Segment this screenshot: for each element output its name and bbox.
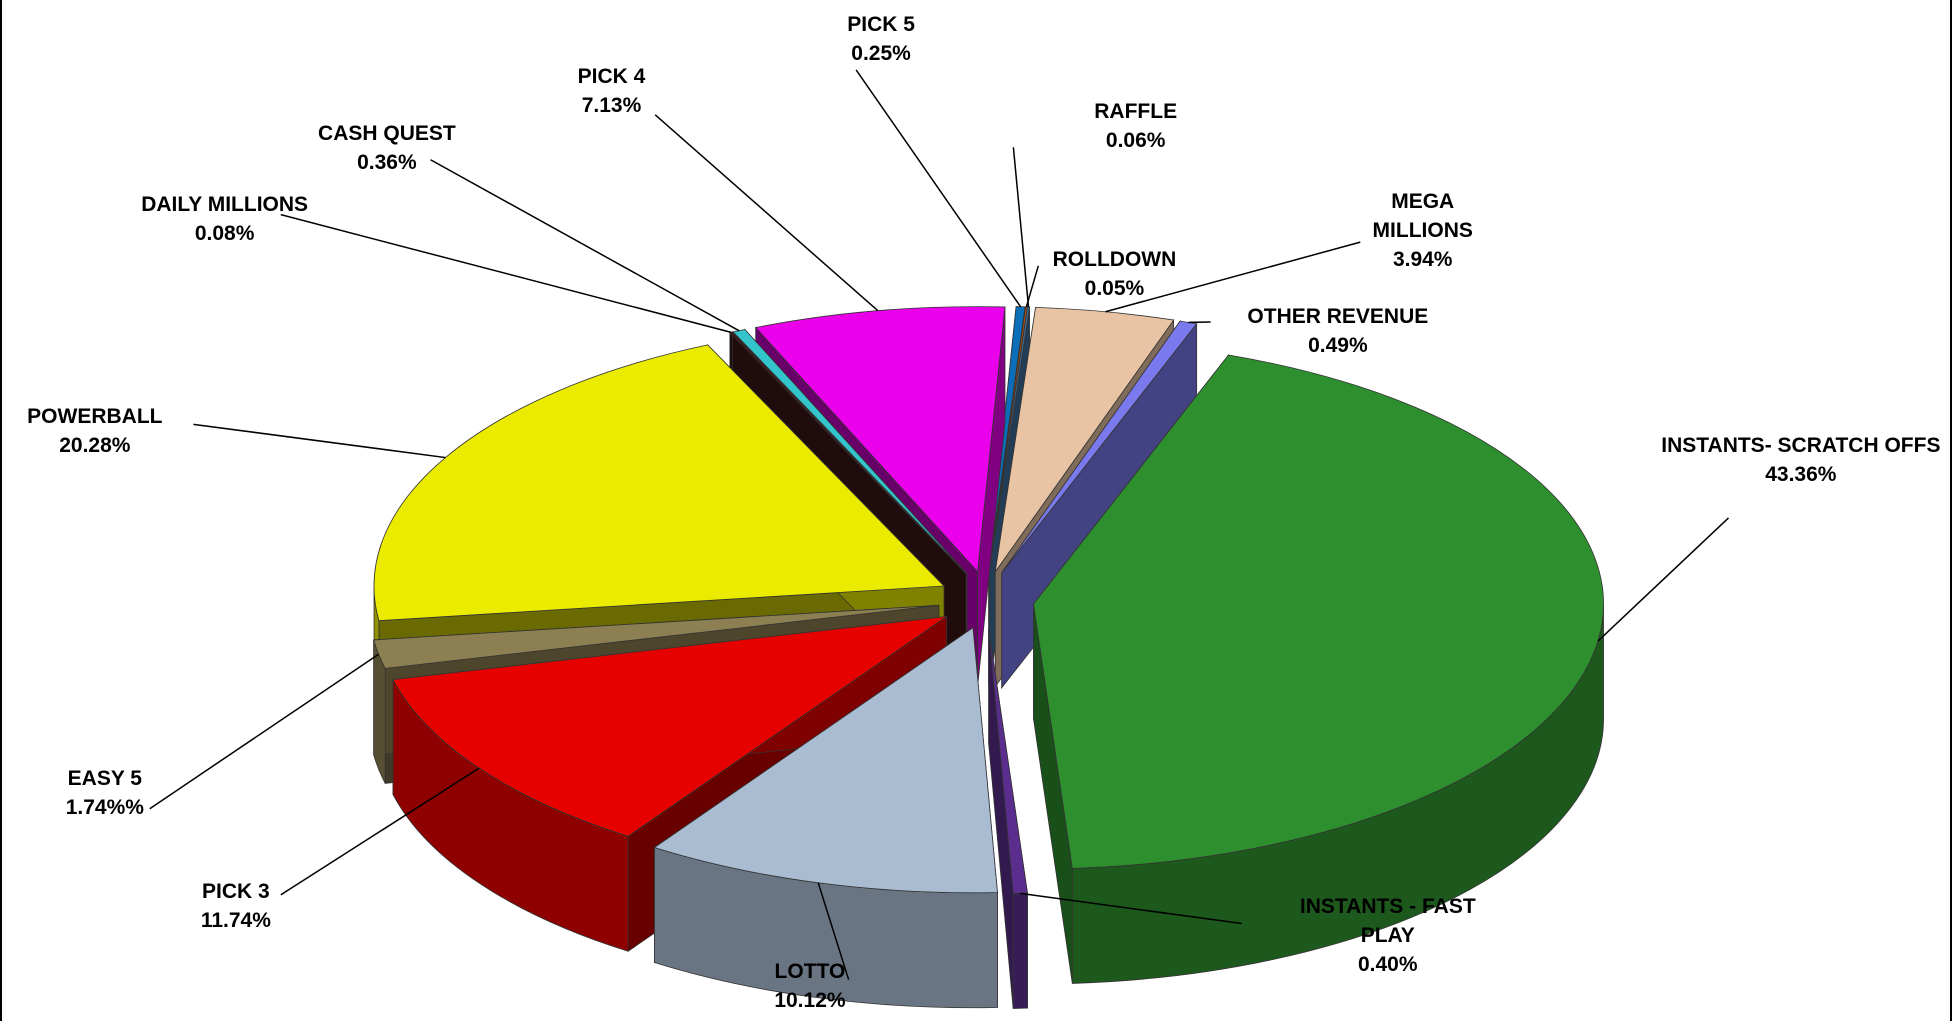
value-label: 7.13% [581,94,642,118]
pie-slice [1001,320,1198,574]
value-label: 1.74%% [65,795,144,819]
value-label: 20.28% [59,433,131,457]
leader-line [1020,892,1242,925]
category-name: PICK 3 [202,880,270,904]
value-label: 0.25% [851,41,911,65]
category-name: OTHER REVENUE [1247,305,1429,329]
leader-line [193,423,446,459]
slice-label: INSTANTS- SCRATCH OFFS 43.36% [1661,431,1941,489]
slice-label: MEGA MILLIONS 3.94% [1358,187,1488,274]
value-label: 0.05% [1084,276,1145,300]
value-label: 0.08% [194,221,255,245]
slice-label: INSTANTS - FAST PLAY 0.40% [1275,892,1500,979]
slice-label: POWERBALL 20.28% [27,402,162,460]
leader-line [855,69,1022,308]
leader-line [280,213,732,334]
category-name: LOTTO [774,960,846,984]
category-name: INSTANTS - FAST PLAY [1299,895,1476,948]
slice-label: OTHER REVENUE 0.49% [1247,302,1428,360]
slice-label: PICK 3 11.74% [201,877,271,935]
category-name: POWERBALL [27,404,163,428]
value-label: 0.06% [1105,129,1166,153]
slice-label: ROLLDOWN 0.05% [1053,245,1177,303]
category-name: ROLLDOWN [1052,247,1177,271]
slice-label: RAFFLE 0.06% [1094,97,1177,155]
category-name: PICK 4 [577,65,646,89]
category-name: INSTANTS- SCRATCH OFFS [1661,433,1941,457]
value-label: 0.40% [1357,953,1418,977]
value-label: 43.36% [1765,462,1837,486]
slice-label: CASH QUEST 0.36% [318,119,456,177]
slice-label: PICK 4 7.13% [578,62,646,120]
leader-line [280,767,480,896]
value-label: 3.94% [1392,248,1453,272]
leader-line [1105,241,1361,313]
category-name: PICK 5 [847,12,915,36]
pie-slice [373,344,945,622]
leader-line [817,882,850,980]
pie-slice [1033,354,1604,869]
slice-label: DAILY MILLIONS 0.08% [141,190,308,248]
pie-slice [653,627,998,894]
category-name: EASY 5 [67,766,142,790]
category-name: MEGA MILLIONS [1372,190,1473,243]
pie-slice [392,616,947,837]
pie-slice [988,628,1028,894]
leader-line [430,159,740,332]
category-name: CASH QUEST [318,121,456,145]
category-name: RAFFLE [1094,100,1178,124]
value-label: 0.36% [357,150,417,174]
leader-line [149,653,380,810]
value-label: 11.74% [200,909,271,933]
slice-label: PICK 5 0.25% [847,10,915,68]
leader-line [654,114,879,312]
slice-label: EASY 5 1.74%% [66,764,144,822]
pie-slice [994,306,1175,572]
leader-line [1012,147,1030,307]
pie-slice [754,306,1006,573]
value-label: 0.49% [1308,334,1368,358]
slice-edge [1012,892,1028,1009]
slice-label: LOTTO 10.12% [774,957,845,1015]
pie-slice [988,306,1031,572]
leader-line [1597,517,1729,642]
value-label: 10.12% [774,989,846,1013]
category-name: DAILY MILLIONS [141,192,309,216]
